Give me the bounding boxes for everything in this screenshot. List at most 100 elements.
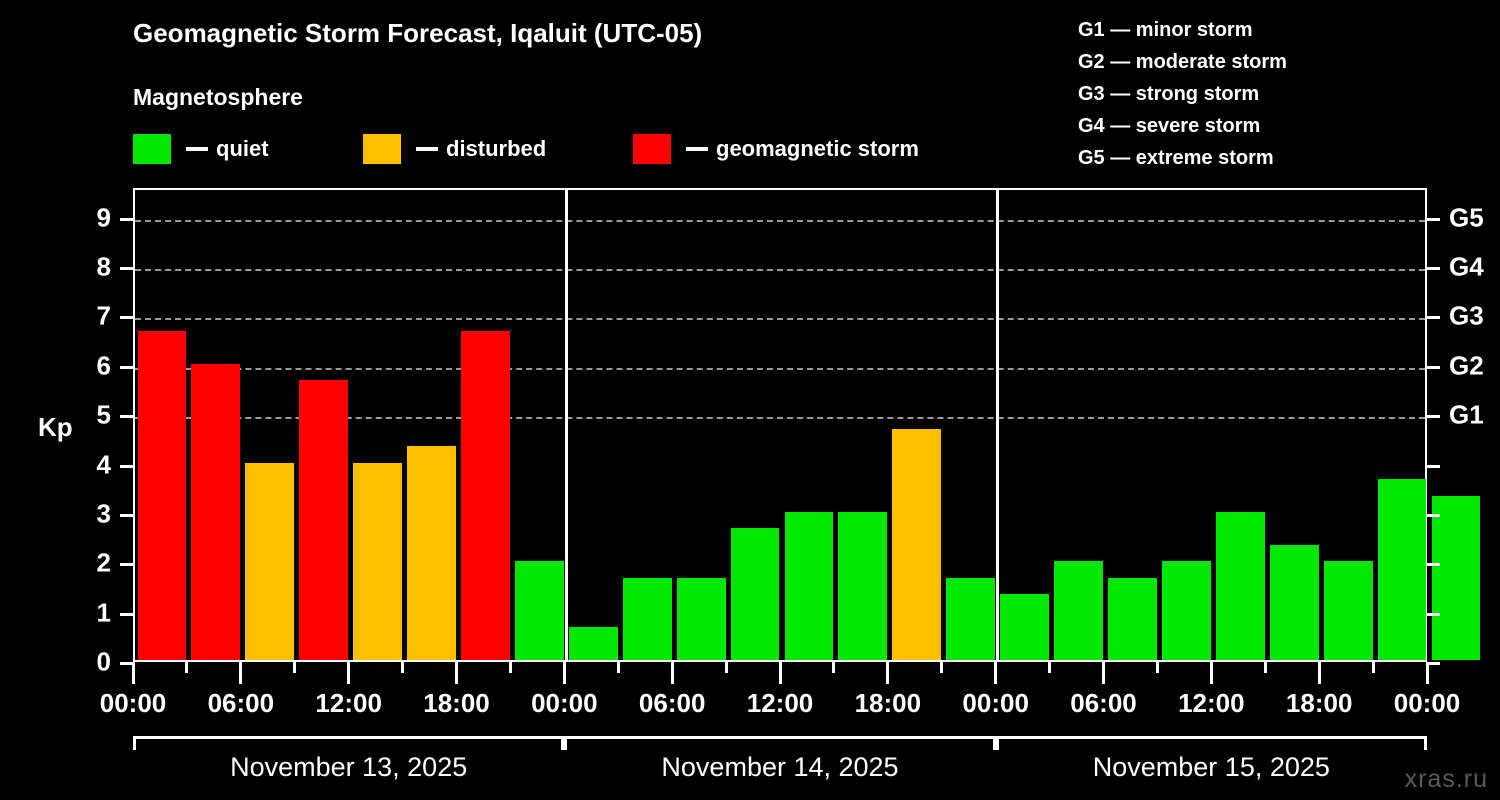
g-axis-tick-kp-0 (1427, 662, 1440, 665)
x-tick (455, 662, 458, 684)
bar (622, 577, 672, 660)
x-tick (886, 662, 890, 684)
x-tick-label: 12:00 (746, 688, 814, 718)
day-label: November 13, 2025 (230, 752, 468, 782)
gridline-kp-9 (135, 219, 1425, 222)
x-tick (1371, 662, 1375, 673)
y-tick-4 (120, 464, 133, 468)
g-scale-line-4: G4 — severe storm (1078, 115, 1261, 137)
y-tick-2 (120, 563, 133, 567)
day-separator (564, 190, 568, 660)
x-tick (724, 662, 728, 673)
y-tick-0 (120, 662, 133, 665)
bar (245, 462, 295, 660)
legend-swatch-storm (633, 134, 671, 164)
g-axis-tick-kp-4 (1427, 464, 1440, 468)
bar (838, 511, 888, 660)
bar (1323, 561, 1373, 660)
bar (137, 330, 187, 660)
g-axis-label-G4: G4 (1449, 251, 1484, 282)
x-tick-label: 00:00 (99, 688, 167, 718)
x-tick (239, 662, 243, 684)
legend-dash-icon (416, 147, 438, 151)
y-tick-9 (120, 217, 133, 221)
x-tick (401, 662, 405, 673)
x-tick (1155, 662, 1159, 673)
g-scale-legend: G1 — minor storm G2 — moderate storm G3 — … (1078, 14, 1287, 174)
g-axis-tick-kp-3 (1427, 513, 1440, 517)
g-scale-line-5: G5 — extreme storm (1078, 147, 1274, 169)
legend-dash-icon (686, 147, 708, 151)
day-separator (996, 190, 1000, 660)
y-tick-7 (120, 316, 133, 320)
y-tick-label-3: 3 (96, 498, 111, 529)
bar (1215, 511, 1265, 660)
y-tick-3 (120, 513, 133, 517)
y-tick-label-6: 6 (96, 350, 111, 381)
g-axis-label-G3: G3 (1449, 300, 1484, 331)
x-tick (1263, 662, 1267, 673)
g-axis-tick-kp-8 (1427, 267, 1440, 270)
bar (1108, 577, 1157, 660)
day-label: November 14, 2025 (661, 752, 899, 782)
bar (1269, 544, 1319, 660)
day-label: November 15, 2025 (1092, 752, 1330, 782)
legend-item-quiet: quiet (133, 133, 269, 165)
x-tick (1209, 662, 1213, 684)
x-tick-label: 18:00 (423, 688, 490, 718)
x-tick (131, 662, 135, 684)
y-tick-label-4: 4 (96, 449, 111, 479)
x-tick (778, 662, 782, 684)
legend-label-quiet: quiet (216, 136, 269, 161)
bar (568, 626, 618, 660)
x-tick (1102, 662, 1105, 684)
y-axis-title: Kp (38, 412, 73, 442)
y-tick-label-8: 8 (96, 251, 111, 282)
legend-swatch-quiet (133, 134, 171, 164)
x-tick-label: 12:00 (315, 688, 382, 718)
bar (1431, 495, 1481, 660)
x-tick-label: 00:00 (1393, 688, 1461, 718)
y-tick-label-2: 2 (96, 547, 111, 578)
x-tick (832, 662, 836, 673)
y-tick-label-1: 1 (96, 597, 111, 628)
y-tick-6 (120, 365, 133, 369)
bar (1000, 594, 1050, 660)
day-bracket (133, 736, 565, 750)
gridline-kp-8 (135, 269, 1425, 271)
g-axis-tick-kp-9 (1427, 217, 1440, 221)
gridline-kp-7 (135, 318, 1425, 321)
gridline-kp-5 (135, 417, 1425, 420)
y-tick-label-0: 0 (96, 646, 111, 677)
chart-subtitle: Magnetosphere (133, 84, 303, 110)
x-tick (616, 662, 620, 673)
x-tick-label: 18:00 (854, 688, 922, 718)
g-scale-line-3: G3 — strong storm (1078, 83, 1260, 105)
g-axis-tick-kp-5 (1427, 415, 1440, 419)
g-axis-tick-kp-6 (1427, 365, 1440, 369)
x-tick (1048, 662, 1052, 673)
g-scale-line-2: G2 — moderate storm (1078, 51, 1287, 73)
plot-area (133, 188, 1481, 662)
legend-dash-icon (186, 147, 208, 151)
x-tick (185, 662, 189, 673)
g-axis-label-G2: G2 (1449, 350, 1484, 381)
y-tick-label-9: 9 (96, 202, 111, 233)
chart-title: Geomagnetic Storm Forecast, Iqaluit (UTC… (133, 18, 703, 48)
legend-item-storm: geomagnetic storm (633, 133, 919, 165)
x-tick (1425, 662, 1429, 684)
x-tick-label: 00:00 (962, 688, 1029, 718)
x-tick (994, 662, 998, 684)
bar (1377, 478, 1427, 660)
x-tick-label: 00:00 (531, 688, 598, 718)
bar (514, 561, 564, 660)
x-tick-label: 06:00 (638, 688, 706, 718)
watermark: xras.ru (1404, 765, 1488, 793)
x-tick-label: 06:00 (1070, 688, 1137, 718)
bar (191, 363, 241, 660)
g-axis-label-G1: G1 (1449, 399, 1484, 430)
x-tick (670, 662, 674, 684)
legend-swatch-disturbed (363, 134, 401, 164)
g-axis-label-G5: G5 (1449, 202, 1484, 233)
